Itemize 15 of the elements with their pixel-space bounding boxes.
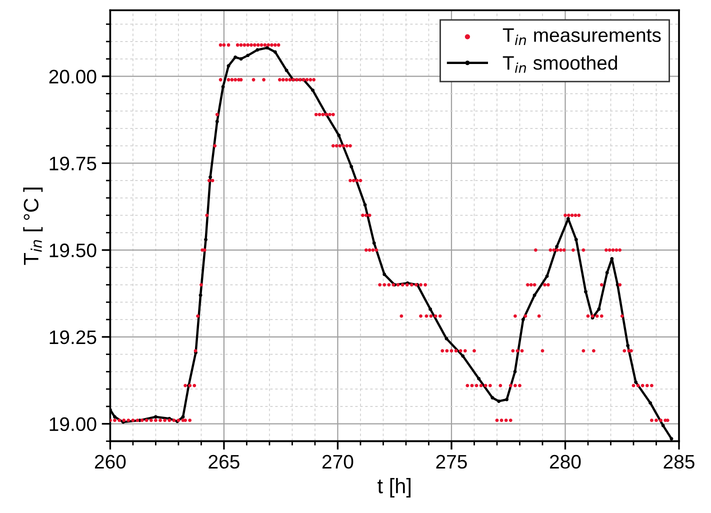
y-axis-title: T$_{in}$ [ °C ] [23, 188, 43, 265]
y-tick-label: 19.25 [50, 330, 96, 344]
y-tick-label: 19.00 [50, 417, 96, 432]
x-tick-label: 270 [322, 454, 354, 469]
x-tick-label: 280 [550, 454, 581, 469]
x-axis-title: t [h] [378, 478, 410, 498]
x-tick-label: 260 [94, 454, 126, 469]
y-tick-label: 19.50 [50, 244, 96, 258]
legend-label: T$_{in}$ measurements [502, 28, 661, 45]
x-tick-label: 265 [208, 454, 240, 469]
legend-label: T$_{in}$ smoothed [502, 56, 617, 73]
y-tick-label: 19.75 [50, 156, 96, 170]
y-tick-label: 20.00 [49, 70, 96, 84]
x-tick-label: 285 [664, 454, 694, 469]
x-tick-label: 275 [436, 454, 467, 469]
